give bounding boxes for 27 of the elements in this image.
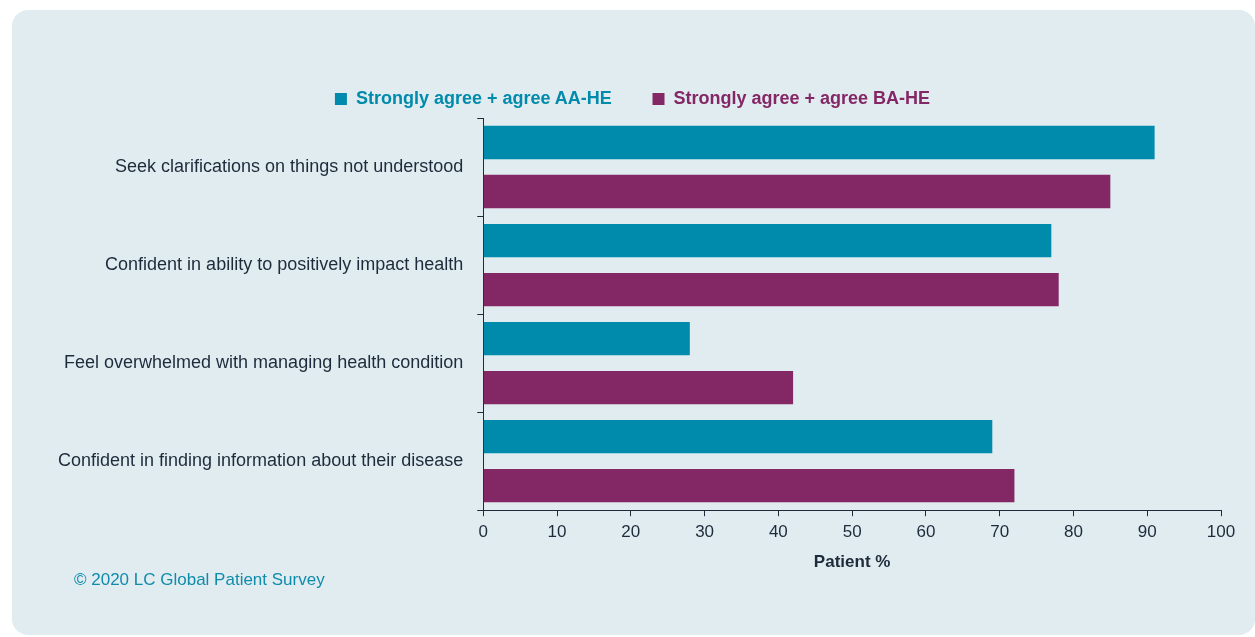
bar xyxy=(483,469,1015,503)
bar xyxy=(483,174,1111,209)
x-tick-label: 30 xyxy=(695,522,715,542)
x-tick-label: 60 xyxy=(916,522,936,542)
x-tick-label: 80 xyxy=(1063,522,1083,542)
y-tick-label: Confident in finding information about their disease xyxy=(57,450,464,471)
y-tick-label: Seek clarifications on things not understood xyxy=(115,155,464,176)
legend-label: Strongly agree + agree BA-HE xyxy=(673,87,931,108)
x-tick-label: 70 xyxy=(990,522,1010,542)
bar xyxy=(483,125,1155,160)
x-tick-label: 100 xyxy=(1206,522,1236,542)
bar xyxy=(483,223,1052,258)
legend-label: Strongly agree + agree AA-HE xyxy=(355,87,612,108)
x-tick-label: 40 xyxy=(768,522,788,542)
text: © 2020 LC Global Patient Survey xyxy=(74,569,326,589)
x-tick-label: 90 xyxy=(1137,522,1157,542)
bar xyxy=(483,272,1059,307)
bar xyxy=(483,419,993,454)
x-tick-label: 0 xyxy=(478,522,488,542)
bar xyxy=(483,370,794,405)
y-tick-label: Feel overwhelmed with managing health condition xyxy=(64,352,464,373)
x-tick-label: 10 xyxy=(547,522,567,542)
y-tick-label: Confident in ability to positively impact health xyxy=(105,254,464,275)
x-tick-label: 20 xyxy=(621,522,641,542)
x-axis-title: Patient % xyxy=(813,552,891,572)
x-tick-label: 50 xyxy=(842,522,862,542)
bar xyxy=(483,321,690,356)
